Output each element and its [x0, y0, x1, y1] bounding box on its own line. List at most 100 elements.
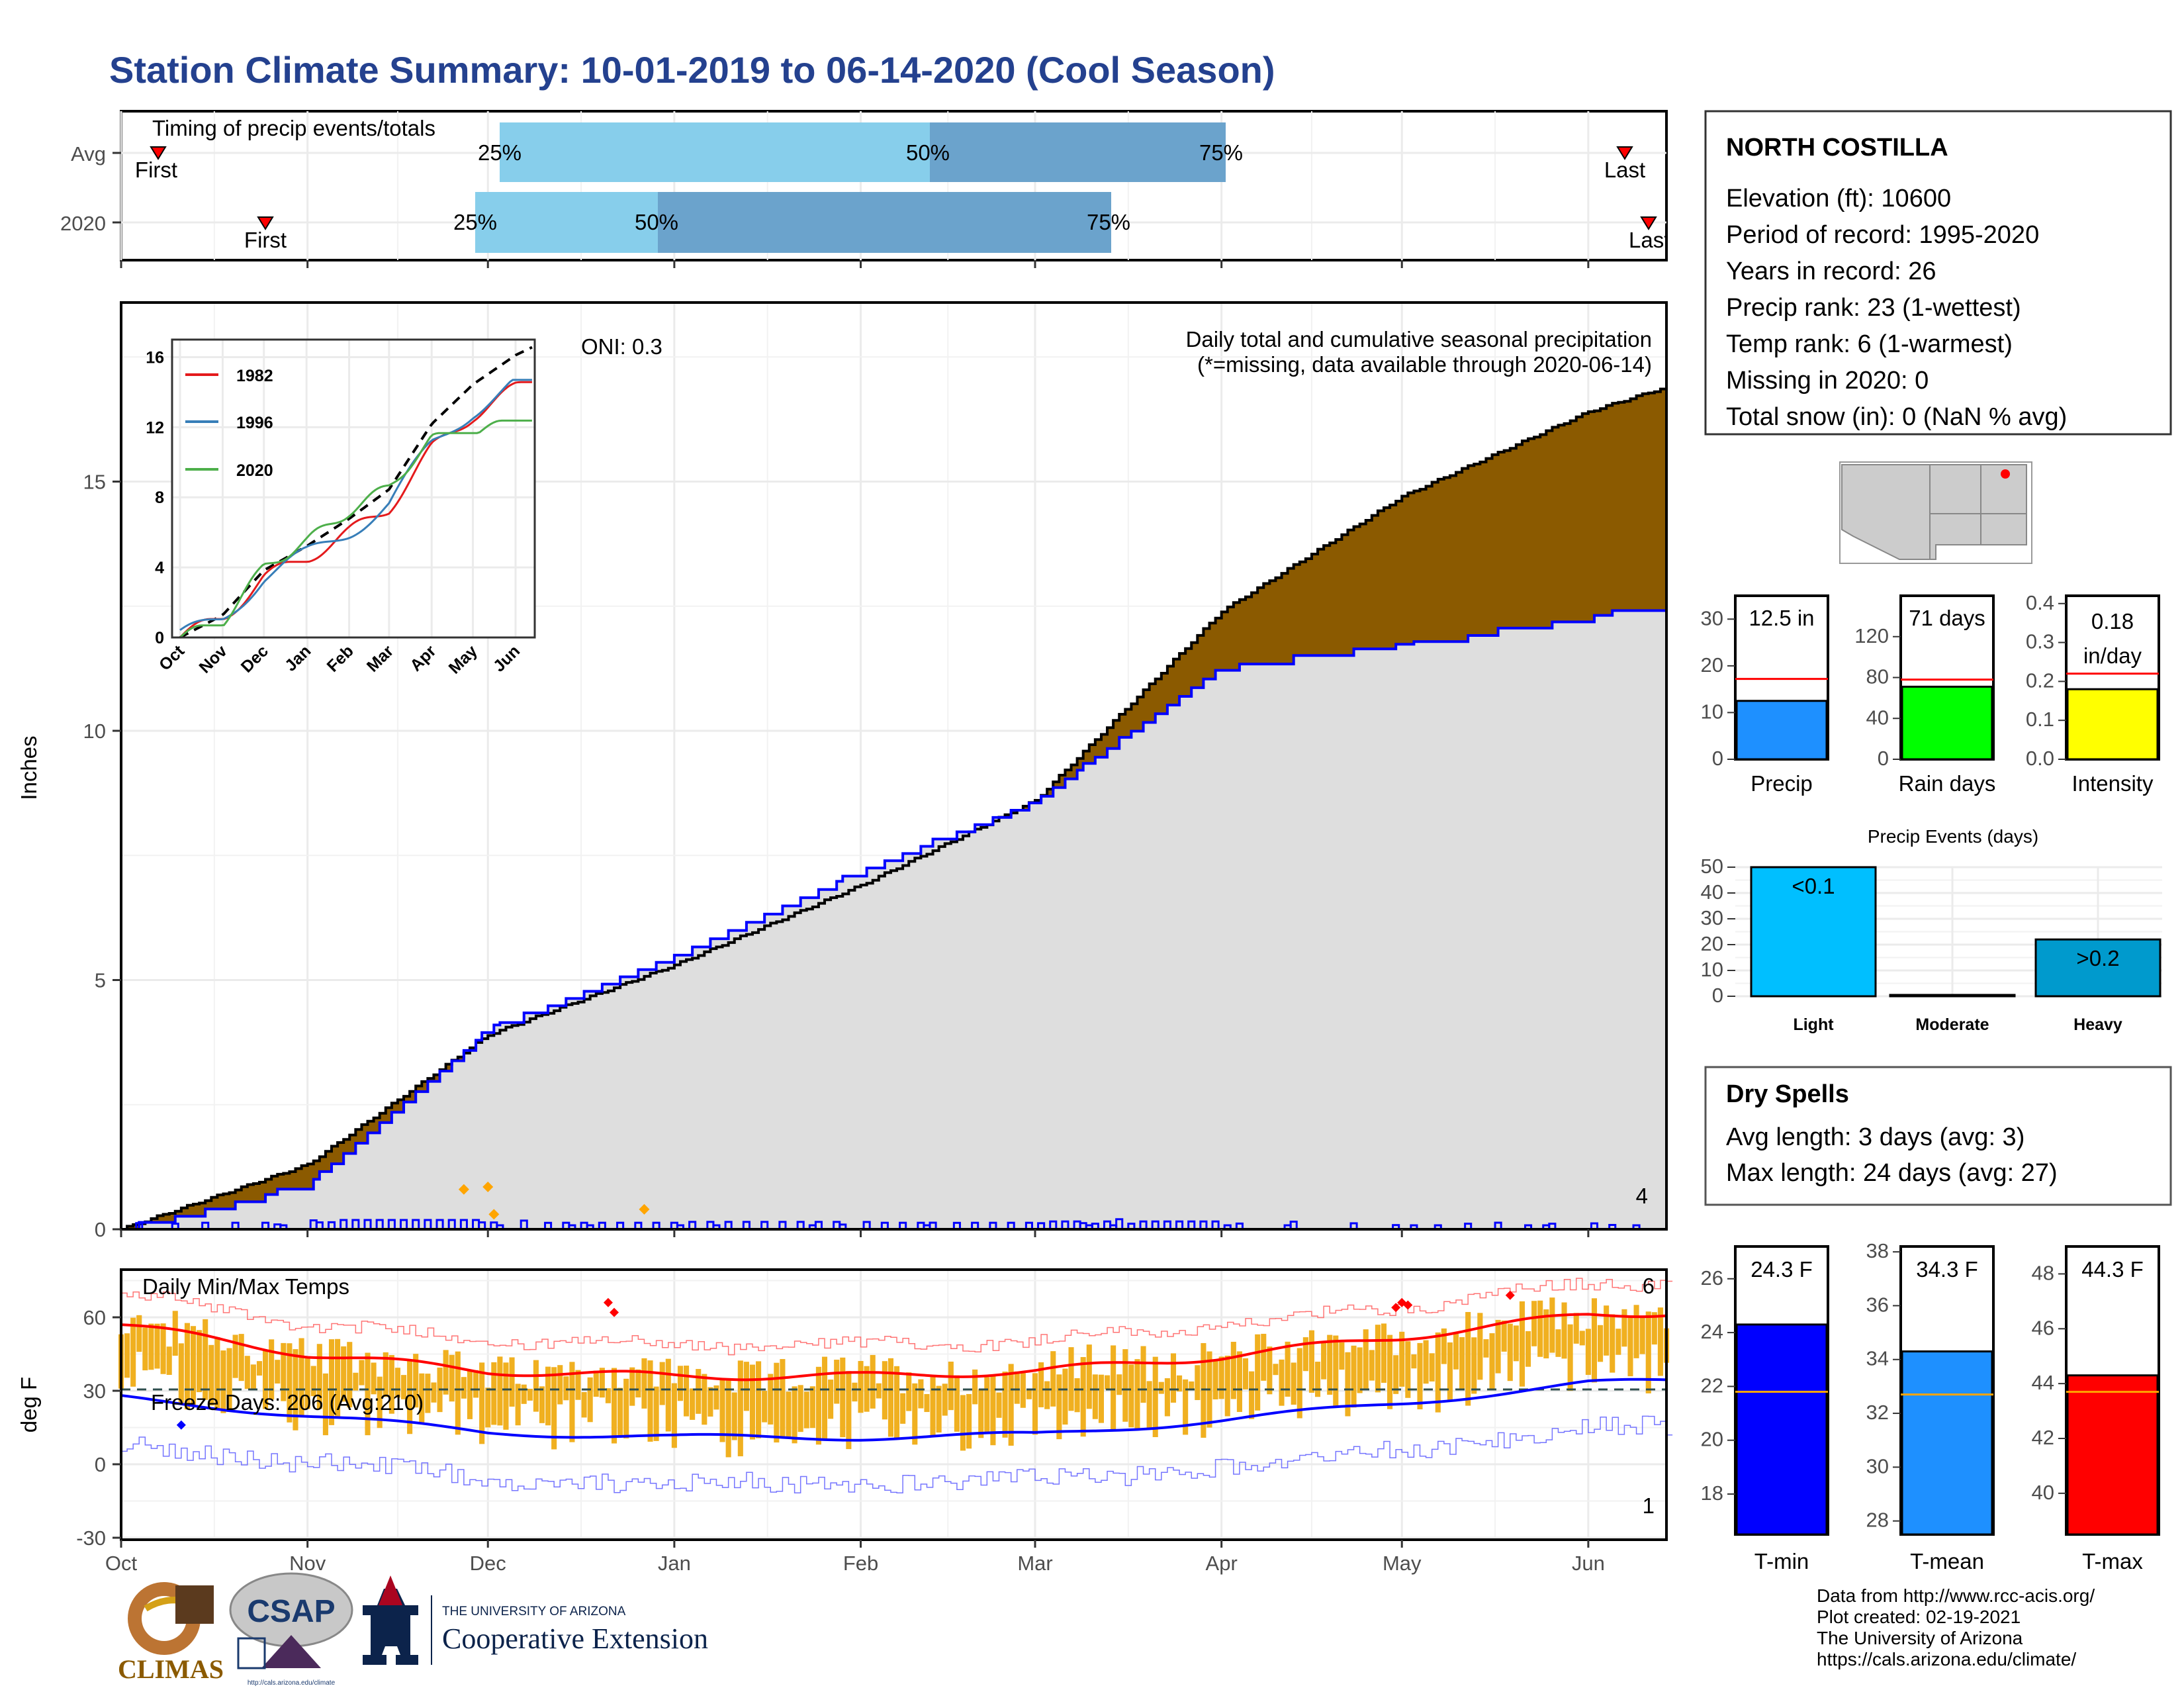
avg-first-label: First — [135, 158, 177, 182]
temp-range-bar — [990, 1375, 996, 1446]
temp-range-bar — [1032, 1373, 1038, 1435]
temp-range-bar — [749, 1364, 756, 1440]
temp-range-bar — [394, 1368, 400, 1398]
x-tick-label: Apr — [1206, 1552, 1238, 1575]
temp-range-bar — [485, 1387, 491, 1428]
csap-logo-url: http://cals.arizona.edu/climate — [248, 1679, 336, 1687]
y2020-last-clip: Last — [1629, 228, 1670, 252]
event-tick-label: 20 — [1701, 932, 1723, 955]
temp-bar-category: T-min — [1754, 1549, 1809, 1573]
temp-range-bar — [1008, 1364, 1014, 1446]
temp-range-bar — [503, 1362, 509, 1430]
temp-range-bar — [834, 1360, 840, 1404]
daily-temp-range-bars — [118, 1297, 1670, 1458]
temp-range-bar — [1579, 1331, 1585, 1346]
mini-tick-label: 0.0 — [2026, 747, 2054, 770]
temp-range-bar — [293, 1349, 298, 1430]
temp-range-bar — [1104, 1375, 1111, 1389]
temp-range-bar — [310, 1366, 316, 1397]
temp-range-bar — [256, 1361, 263, 1376]
temp-range-bar — [786, 1391, 792, 1438]
temp-range-bar — [1555, 1329, 1561, 1357]
temp-range-bar — [1242, 1358, 1249, 1389]
temp-range-bar — [1381, 1323, 1387, 1383]
temp-range-bar — [316, 1344, 322, 1409]
climas-logo-text: CLIMAS — [118, 1654, 224, 1684]
avg-p25-label: 25% — [478, 140, 522, 165]
temp-range-bar — [443, 1350, 449, 1395]
temp-range-bar — [1651, 1312, 1657, 1345]
temp-range-bar — [1610, 1314, 1615, 1373]
temp-range-bar — [1549, 1297, 1555, 1353]
temp-range-bar — [978, 1389, 984, 1438]
temp-tick-label: 40 — [2032, 1481, 2054, 1504]
temp-range-bar — [400, 1375, 407, 1399]
temp-tick-label: 30 — [1866, 1454, 1889, 1477]
temp-range-bar — [858, 1361, 864, 1413]
temp-range-bar — [527, 1388, 533, 1401]
temp-range-bar — [388, 1355, 394, 1414]
station-elevation: Elevation (ft): 10600 — [1726, 185, 1951, 212]
temp-range-bar — [1477, 1313, 1483, 1380]
temp-range-bar — [1423, 1340, 1429, 1384]
temp-range-bar — [743, 1362, 749, 1411]
temp-range-bar — [1339, 1342, 1345, 1370]
y2020-last-label: Last — [1629, 228, 1670, 252]
inset-y-tick: 16 — [146, 348, 164, 367]
month-x-axis: Oct Nov Dec Jan Feb Mar Apr May Jun — [105, 260, 1605, 1575]
precip-chart-title: Daily total and cumulative seasonal prec… — [1186, 327, 1652, 352]
temp-range-bar — [960, 1395, 966, 1451]
temp-range-bar — [948, 1361, 954, 1411]
temp-range-bar — [1255, 1334, 1261, 1411]
credit-line-1: Data from http://www.rcc-acis.org/ — [1817, 1585, 2095, 1606]
temp-range-bar — [569, 1362, 575, 1442]
record-max-line — [121, 1278, 1673, 1356]
temp-range-bar — [1459, 1336, 1465, 1390]
temp-range-bar — [924, 1393, 930, 1413]
temp-tick-label: 22 — [1701, 1374, 1723, 1397]
temp-tick-label: 32 — [1866, 1401, 1889, 1424]
temp-range-bar — [491, 1362, 497, 1425]
temp-range-bar — [677, 1366, 684, 1401]
record-diamond — [1391, 1303, 1401, 1313]
temp-range-bar — [1369, 1350, 1375, 1381]
temp-range-bar — [1591, 1298, 1598, 1383]
mini-tick-label: 30 — [1701, 606, 1723, 630]
temp-range-bar — [1020, 1373, 1026, 1408]
temp-range-bar — [1224, 1355, 1230, 1417]
temp-range-bar — [269, 1339, 275, 1400]
temp-range-bar — [509, 1357, 515, 1407]
x-tick-label: May — [1383, 1552, 1422, 1575]
station-temp-rank: Temp rank: 6 (1-warmest) — [1726, 330, 2013, 358]
climas-logo: CLIMAS — [118, 1582, 224, 1684]
temp-range-bar — [347, 1342, 353, 1408]
temp-range-bar — [1074, 1378, 1080, 1413]
temp-range-bar — [1333, 1335, 1339, 1407]
temp-range-bar — [696, 1369, 702, 1414]
temp-panel: Daily Min/Max Temps Freeze Days: 206 (Av… — [17, 260, 1673, 1575]
temp-range-bar — [473, 1370, 479, 1398]
temp-range-bar — [876, 1383, 882, 1399]
temp-range-bar — [684, 1365, 690, 1417]
temp-range-bar — [1291, 1362, 1297, 1405]
temp-range-bar — [797, 1385, 803, 1432]
y2020-first-label: First — [244, 228, 287, 252]
y2020-bar-50-75 — [658, 192, 1111, 253]
temp-range-bar — [130, 1317, 136, 1387]
temp-range-bar — [244, 1356, 250, 1389]
x-tick-label: Oct — [105, 1552, 138, 1575]
locator-map — [1839, 461, 2032, 564]
avg-last-label: Last — [1604, 158, 1645, 182]
mini-bar-value — [1735, 700, 1828, 761]
mini-bar-value-label: 71 days — [1909, 606, 1985, 630]
cumulative-2020-line — [121, 609, 1666, 1231]
temp-range-bar — [587, 1377, 593, 1423]
temp-range-bar — [1447, 1342, 1453, 1401]
temp-range-bar — [365, 1352, 371, 1436]
temp-tick-label: 42 — [2032, 1426, 2054, 1449]
temp-range-bar — [371, 1362, 377, 1395]
